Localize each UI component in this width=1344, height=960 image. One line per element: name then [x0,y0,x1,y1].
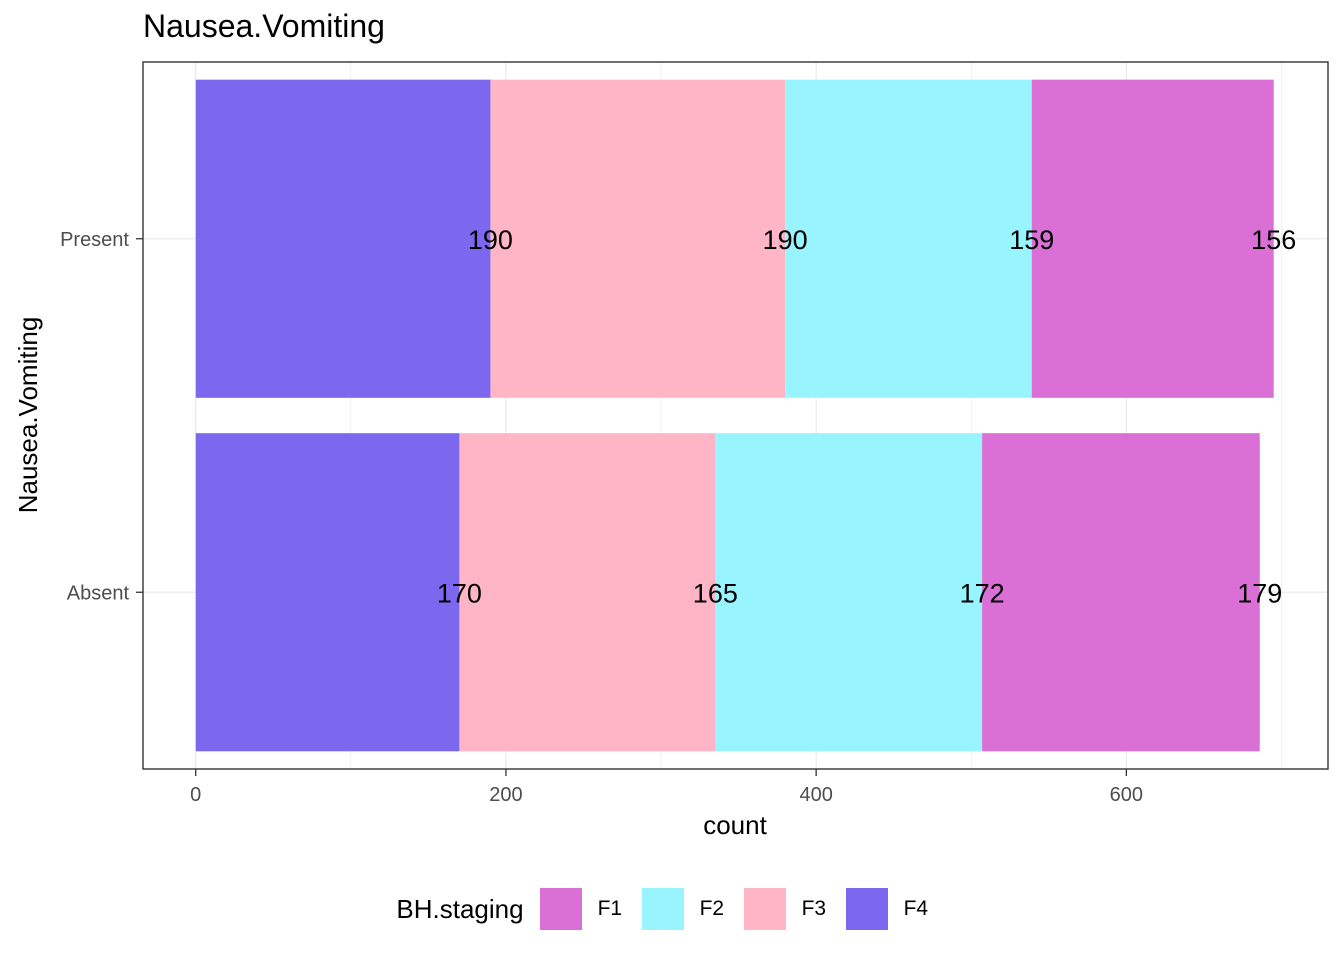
legend-item-f2: F2 [641,888,728,930]
bar-present-f4 [195,79,491,398]
x-tick-label-200: 200 [489,784,522,806]
y-tick-label-absent: Absent [67,582,130,604]
legend-item-f3: F3 [743,888,830,930]
bar-absent-f3 [459,433,716,752]
x-tick-label-0: 0 [190,784,201,806]
data-label-present-f2: 159 [1009,225,1054,255]
y-axis-title: Nausea.Vomiting [13,317,43,514]
legend-key-f1 [539,888,582,930]
data-label-present-f4: 190 [468,225,513,255]
x-tick-label-400: 400 [799,784,832,806]
legend-label-f3: F3 [801,897,827,920]
bar-absent-f4 [195,433,460,752]
legend-item-f1: F1 [539,888,626,930]
legend-item-f4: F4 [845,888,932,930]
data-label-absent-f2: 172 [960,578,1005,608]
bar-present-f3 [490,79,786,398]
chart-plot: 170 165 172 179 190 190 159 156 0 200 400 600 Absen… [13,61,1329,840]
legend-key-f3 [743,888,786,930]
x-tick-label-600: 600 [1110,784,1143,806]
legend: BH.staging F1 F2 F3 F4 [0,884,1344,934]
y-tick-label-present: Present [60,229,129,251]
bar-absent-f2 [715,433,983,752]
legend-key-f2 [641,888,684,930]
bar-absent-f1 [982,433,1260,752]
panel-border [142,61,1329,770]
data-label-present-f3: 190 [763,225,808,255]
data-label-absent-f1: 179 [1237,578,1282,608]
legend-label-f2: F2 [699,897,725,920]
data-label-absent-f4: 170 [437,578,482,608]
x-axis-title: count [703,810,767,840]
bar-present-f2 [785,79,1032,398]
data-label-present-f1: 156 [1251,225,1296,255]
chart-title: Nausea.Vomiting [143,8,385,44]
legend-title: BH.staging [396,893,524,924]
legend-label-f4: F4 [903,897,929,920]
bar-present-f1 [1031,79,1274,398]
legend-label-f1: F1 [597,897,623,920]
data-label-absent-f3: 165 [693,578,738,608]
legend-key-f4 [845,888,888,930]
